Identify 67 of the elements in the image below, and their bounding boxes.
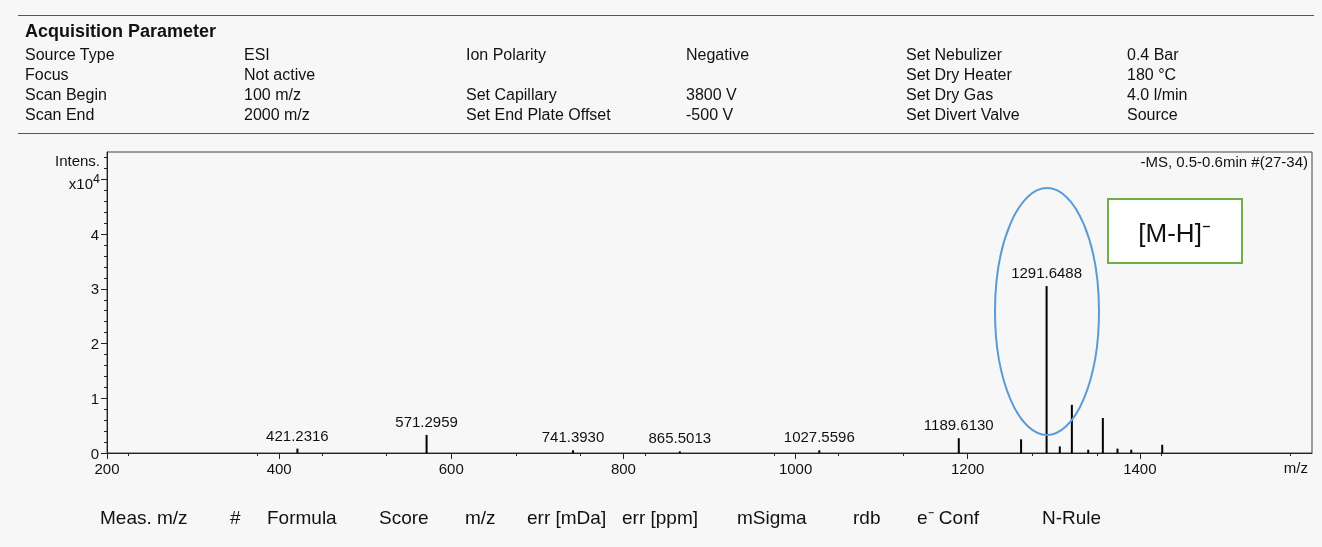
bar bbox=[1161, 444, 1164, 453]
y-tick-label: 2 bbox=[90, 335, 99, 353]
y-axis-title: Intens. x10$^{4}$ bbox=[53, 152, 100, 193]
text: Score bbox=[379, 507, 429, 529]
x-tick-label: 800 bbox=[610, 460, 636, 477]
bar bbox=[1020, 439, 1023, 453]
annotation: [M-H]⁻ bbox=[1106, 198, 1243, 264]
x-axis-title: m/z bbox=[1283, 459, 1308, 477]
text: Set Divert Valve bbox=[906, 106, 1020, 124]
bar bbox=[1070, 404, 1073, 453]
x-tick-label: 600 bbox=[438, 460, 464, 477]
text: 100 m/z bbox=[244, 86, 301, 104]
text: 4.0 l/min bbox=[1127, 86, 1188, 104]
text: N-Rule bbox=[1042, 507, 1102, 529]
text: Formula bbox=[267, 507, 337, 529]
text: 2000 m/z bbox=[244, 106, 310, 124]
text: m/z bbox=[465, 507, 496, 529]
bar bbox=[1045, 286, 1048, 453]
text: Set Dry Heater bbox=[906, 66, 1012, 84]
bar bbox=[1101, 417, 1104, 453]
text: e⁻ Conf bbox=[917, 507, 979, 529]
text: 180 °C bbox=[1127, 66, 1177, 84]
text: # bbox=[230, 507, 241, 529]
y-tick-label: 4 bbox=[90, 225, 99, 243]
text: rdb bbox=[853, 507, 881, 529]
x-tick-label: 1400 bbox=[1123, 460, 1157, 477]
annotation: 865.5013 bbox=[648, 429, 712, 448]
annotation: 421.2316 bbox=[266, 426, 329, 445]
text: Scan End bbox=[25, 106, 95, 124]
text: Set Dry Gas bbox=[906, 86, 994, 104]
bar bbox=[1058, 446, 1061, 453]
annotation: 741.3930 bbox=[541, 428, 605, 447]
annotation: 1027.5596 bbox=[783, 428, 855, 447]
x-tick-label: 200 bbox=[94, 460, 120, 477]
x-tick-label: 1200 bbox=[951, 460, 985, 477]
text: err [ppm] bbox=[622, 507, 699, 529]
text: -500 V bbox=[686, 106, 734, 124]
text: Scan Begin bbox=[25, 86, 107, 104]
text: Not active bbox=[244, 66, 316, 84]
text: err [mDa] bbox=[527, 507, 607, 529]
text: Set Capillary bbox=[466, 86, 557, 104]
bar bbox=[818, 450, 821, 453]
text: Source bbox=[1127, 106, 1178, 124]
text: Meas. m/z bbox=[100, 507, 188, 529]
bar bbox=[425, 434, 428, 453]
chart-subtitle: -MS, 0.5-0.6min #(27-34) bbox=[1140, 153, 1308, 171]
text: Set Nebulizer bbox=[906, 46, 1003, 64]
text: 0.4 Bar bbox=[1127, 46, 1179, 64]
x-tick-label: 400 bbox=[266, 460, 292, 477]
x-tick-label: 1000 bbox=[778, 460, 813, 477]
text: mSigma bbox=[737, 507, 807, 529]
y-tick-label: 0 bbox=[90, 444, 99, 462]
annotation: 571.2959 bbox=[395, 412, 458, 431]
bar bbox=[957, 438, 960, 453]
text: ESI bbox=[244, 46, 270, 64]
text: Ion Polarity bbox=[466, 46, 547, 64]
text: Set End Plate Offset bbox=[466, 106, 611, 124]
text: Focus bbox=[25, 66, 69, 84]
y-tick-label: 3 bbox=[90, 280, 99, 298]
source-note: Source Type bbox=[25, 46, 115, 64]
bar bbox=[571, 450, 574, 453]
text: 3800 V bbox=[686, 86, 737, 104]
annotation: 1189.6130 bbox=[923, 416, 994, 435]
y-tick-label: 1 bbox=[90, 389, 99, 407]
text: Negative bbox=[686, 46, 750, 64]
annotation: 1291.6488 bbox=[1011, 264, 1083, 283]
chart-title: Acquisition Parameter bbox=[25, 21, 217, 41]
